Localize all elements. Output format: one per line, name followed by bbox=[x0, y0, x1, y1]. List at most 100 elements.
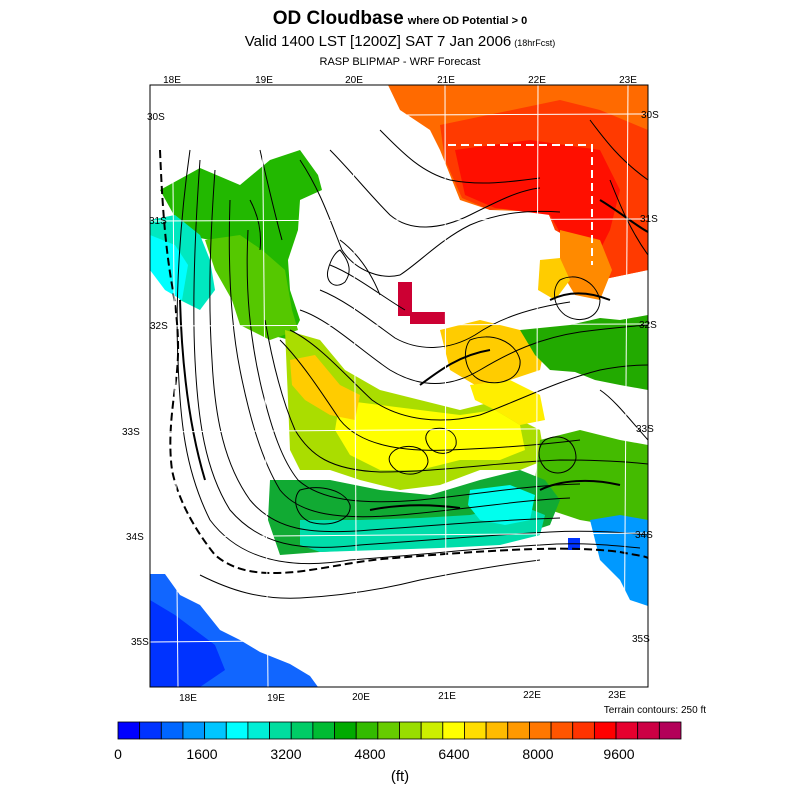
map-title-text: OD Cloudbase bbox=[272, 8, 404, 29]
colorbar-swatch bbox=[290, 721, 314, 740]
terrain-contour bbox=[299, 309, 648, 384]
terrain-contour bbox=[246, 229, 581, 503]
terrain-contour bbox=[193, 159, 648, 548]
right-lat-label: 30S bbox=[641, 110, 659, 121]
colorbar-swatch bbox=[312, 721, 335, 740]
terrain-contour bbox=[589, 119, 648, 181]
colorbar-swatch bbox=[550, 721, 574, 740]
terrain-contour bbox=[299, 159, 561, 277]
terrain-contour-bold bbox=[179, 299, 206, 481]
shade-region-central-yellow bbox=[335, 400, 525, 470]
left-lat-label: 33S bbox=[122, 427, 140, 438]
right-lat-label: 32S bbox=[639, 320, 657, 331]
colorbar-swatch bbox=[420, 721, 444, 740]
colorbar-swatch bbox=[204, 721, 227, 740]
map-title: OD Cloudbase where OD Potential > 0 bbox=[0, 8, 800, 30]
grid-meridian bbox=[171, 84, 179, 688]
top-lon-label: 22E bbox=[528, 75, 546, 86]
terrain-contour bbox=[199, 559, 541, 599]
grid-meridian bbox=[352, 84, 358, 688]
colorbar-labels: 0 1600 3200 4800 6400 8000 9600 bbox=[114, 746, 635, 762]
top-lon-label: 23E bbox=[619, 75, 637, 86]
colorbar-swatch bbox=[247, 721, 270, 740]
terrain-contour bbox=[249, 199, 261, 251]
colorbar-swatch bbox=[269, 721, 292, 740]
terrain-contour bbox=[326, 249, 350, 286]
top-lon-label: 21E bbox=[437, 75, 455, 86]
colorbar-swatch bbox=[160, 721, 184, 740]
grid-parallel bbox=[149, 218, 649, 222]
colorbar-swatch bbox=[225, 721, 249, 740]
bottom-lon-label: 20E bbox=[352, 692, 370, 703]
terrain-contour bbox=[279, 339, 581, 451]
top-lon-label: 19E bbox=[255, 75, 273, 86]
colorbar-swatch bbox=[117, 721, 141, 740]
forecast-hour-note: (18hrFcst) bbox=[514, 38, 556, 48]
terrain-contour-note: Terrain contours: 250 ft bbox=[603, 705, 706, 716]
colorbar-tick-label: 4800 bbox=[354, 746, 385, 762]
terrain-contour bbox=[538, 436, 577, 474]
colorbar-boxes bbox=[117, 721, 682, 740]
terrain-contour bbox=[379, 129, 541, 184]
shade-region-south-cyan bbox=[468, 485, 535, 525]
colorbar-swatch bbox=[464, 721, 487, 740]
colorbar-swatch bbox=[399, 721, 422, 740]
grid-meridian bbox=[261, 84, 269, 688]
left-lat-label: 32S bbox=[150, 321, 168, 332]
terrain-contour bbox=[464, 336, 521, 384]
shade-region-ne-yellow bbox=[538, 258, 570, 300]
terrain-contour-bold bbox=[549, 292, 611, 301]
shade-region-east-yellow bbox=[470, 380, 545, 425]
coastline bbox=[159, 149, 648, 575]
grid-parallel bbox=[149, 427, 649, 433]
colorbar-swatch bbox=[615, 721, 639, 740]
colorbar-swatch bbox=[507, 721, 530, 740]
terrain-contour bbox=[388, 446, 429, 475]
shade-spot-crimson-2 bbox=[410, 312, 445, 324]
terrain-contour bbox=[228, 199, 571, 518]
shade-region-south-blue bbox=[590, 515, 648, 606]
colorbar-swatch bbox=[334, 721, 357, 740]
terrain-contour bbox=[599, 389, 648, 441]
terrain-contour bbox=[209, 169, 561, 533]
shade-region-east-green-lower bbox=[535, 430, 648, 525]
colorbar-swatch bbox=[529, 721, 552, 740]
domain-boundary bbox=[448, 144, 593, 265]
terrain-contour bbox=[329, 264, 406, 311]
colorbar-swatch bbox=[442, 721, 465, 740]
colorbar-tick-label: 0 bbox=[114, 746, 122, 762]
valid-time-text: Valid 1400 LST [1200Z] SAT 7 Jan 2006 bbox=[244, 33, 512, 50]
terrain-contour bbox=[264, 319, 648, 473]
right-lat-label: 31S bbox=[640, 214, 658, 225]
domain-boundary-path bbox=[448, 144, 593, 265]
left-lat-label: 34S bbox=[126, 532, 144, 543]
bottom-lon-label: 21E bbox=[438, 691, 456, 702]
grid-parallel bbox=[149, 113, 649, 117]
grid-meridian bbox=[444, 84, 447, 688]
grid-parallel bbox=[149, 637, 649, 643]
colorbar-swatch bbox=[182, 721, 206, 740]
map-subtitle: RASP BLIPMAP - WRF Forecast bbox=[319, 56, 481, 68]
colorbar-swatch bbox=[139, 721, 162, 740]
shade-region-sw-darkblue bbox=[150, 600, 225, 687]
top-lon-label: 18E bbox=[163, 75, 181, 86]
bottom-lon-label: 19E bbox=[267, 693, 285, 704]
terrain-contour-bold bbox=[369, 504, 461, 511]
bottom-lon-label: 18E bbox=[179, 693, 197, 704]
shade-region-east-green bbox=[520, 315, 648, 390]
coastline-path bbox=[159, 149, 648, 575]
terrain-contour bbox=[425, 427, 457, 454]
shade-region-central-gold bbox=[290, 355, 360, 420]
terrain-contour bbox=[295, 487, 351, 525]
colorbar-swatch bbox=[377, 721, 400, 740]
left-lat-label: 30S bbox=[147, 112, 165, 123]
right-lat-label: 35S bbox=[632, 634, 650, 645]
colorbar-tick-label: 3200 bbox=[270, 746, 301, 762]
bottom-lon-label: 22E bbox=[523, 690, 541, 701]
colorbar-swatch bbox=[485, 721, 509, 740]
shade-region-nw-lightgreen bbox=[205, 235, 298, 340]
terrain-contour-bold bbox=[539, 479, 621, 491]
top-lon-label: 20E bbox=[345, 75, 363, 86]
